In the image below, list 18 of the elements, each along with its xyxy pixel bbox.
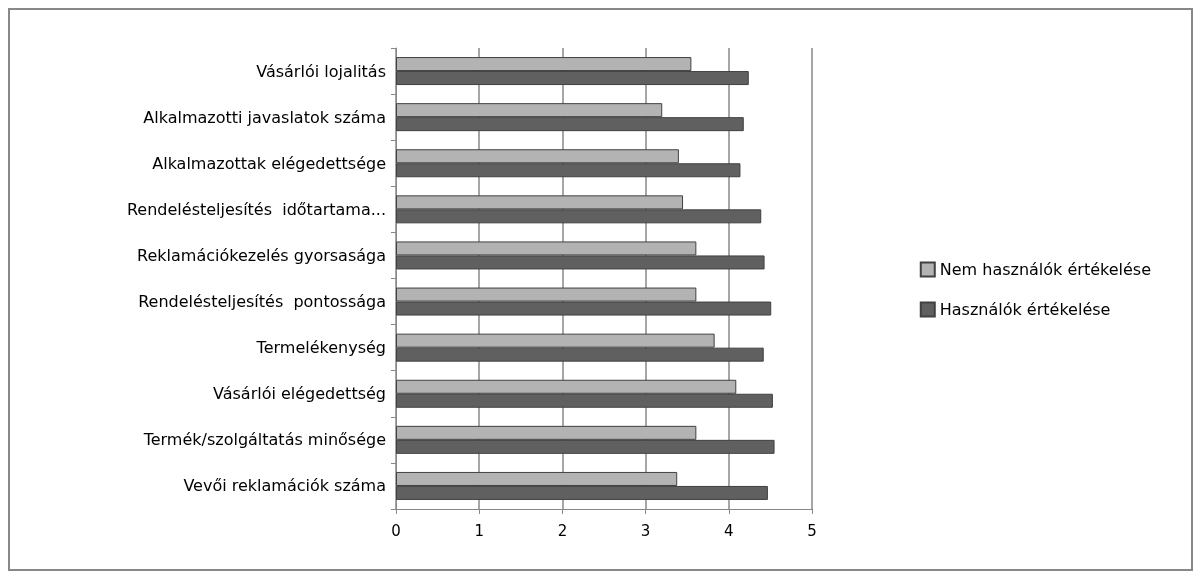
y-tick-label: Vásárlói lojalitás — [256, 61, 386, 81]
y-tick-label: Rendelésteljesítés pontossága — [138, 292, 386, 312]
x-tick-label: 2 — [557, 521, 568, 540]
y-tick-label: Termék/szolgáltatás minősége — [142, 430, 386, 450]
y-tick-label: Alkalmazotti javaslatok száma — [143, 107, 386, 127]
y-tick-label: Termelékenység — [255, 338, 386, 358]
x-tick-label: 4 — [724, 521, 734, 540]
x-tick-label: 3 — [640, 521, 651, 540]
y-tick-label: Reklamációkezelés gyorsasága — [137, 245, 386, 265]
x-tick-label: 5 — [807, 521, 817, 540]
y-tick-label: Vásárlói elégedettség — [212, 384, 386, 404]
y-tick-label: Rendelésteljesítés időtartama... — [126, 199, 386, 219]
y-tick-label: Alkalmazottak elégedettsége — [152, 153, 386, 173]
legend-label: Nem használók értékelése — [939, 260, 1152, 279]
x-tick-label: 0 — [391, 521, 401, 540]
x-tick-label: 1 — [474, 521, 484, 540]
legend-label: Használók értékelése — [939, 300, 1111, 319]
y-tick-label: Vevői reklamációk száma — [183, 476, 386, 496]
